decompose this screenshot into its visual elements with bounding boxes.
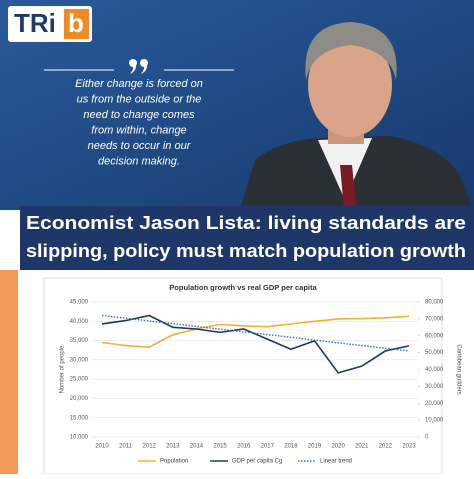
y2-tick-label: 0 <box>425 435 429 441</box>
y2-tick-label: 80,000 <box>425 300 444 306</box>
legend-label: Linear trend <box>320 459 352 465</box>
x-tick-label: 2021 <box>355 444 369 450</box>
logo-accent: b <box>68 8 84 38</box>
y-tick-label: 15,000 <box>70 415 89 421</box>
y2-tick-label: 40,000 <box>425 367 444 373</box>
series-line <box>101 314 410 352</box>
quote-line: from within, change <box>91 124 186 136</box>
quote-line: needs to occur in our <box>88 140 192 152</box>
legend-label: Population <box>160 459 188 465</box>
x-tick-label: 2011 <box>119 444 133 450</box>
headline-line: Economist Jason Lista: living standards … <box>26 212 466 233</box>
y2-tick-label: 20,000 <box>425 401 444 407</box>
y2-axis-label: Caribbean guilders <box>455 344 461 394</box>
x-tick-label: 2013 <box>166 444 180 450</box>
y-tick-label: 25,000 <box>70 377 89 383</box>
headline-line: slipping, policy must match population g… <box>26 240 466 261</box>
chart-frame <box>43 277 443 475</box>
legend-label: GDP per capita Cg <box>232 459 282 465</box>
y2-tick-label: 50,000 <box>425 350 444 356</box>
x-tick-label: 2014 <box>190 444 204 450</box>
x-tick-label: 2017 <box>261 444 275 450</box>
quote-line: decision making. <box>98 155 180 167</box>
x-tick-label: 2020 <box>331 444 345 450</box>
y-tick-label: 10,000 <box>70 435 89 441</box>
x-tick-label: 2019 <box>308 444 322 450</box>
y2-tick-label: 60,000 <box>425 333 444 339</box>
headline-background <box>20 206 474 270</box>
x-tick-label: 2015 <box>213 444 227 450</box>
y-tick-label: 45,000 <box>70 300 89 306</box>
portrait <box>240 22 474 210</box>
logo-text: TRi <box>14 8 56 38</box>
y-tick-label: 30,000 <box>70 357 89 363</box>
quote-line: us from the outside or the <box>77 93 202 105</box>
logo-accent-box <box>64 9 89 39</box>
y2-tick-label: 30,000 <box>425 384 444 390</box>
series-line <box>101 314 410 374</box>
accent-strip <box>0 270 18 474</box>
series-line <box>101 315 410 348</box>
x-tick-label: 2010 <box>95 444 109 450</box>
x-tick-label: 2016 <box>237 444 251 450</box>
y-tick-label: 35,000 <box>70 338 89 344</box>
chart-title: Population growth vs real GDP per capita <box>169 283 317 292</box>
y2-tick-label: 10,000 <box>425 418 444 424</box>
x-tick-label: 2018 <box>284 444 298 450</box>
y2-tick-label: 70,000 <box>425 316 444 322</box>
x-tick-label: 2012 <box>143 444 157 450</box>
x-tick-label: 2023 <box>402 444 416 450</box>
quote-mark <box>129 59 148 74</box>
quote-line: need to change comes <box>83 109 195 121</box>
quote-line: Either change is forced on <box>75 78 203 90</box>
y-tick-label: 40,000 <box>70 319 89 325</box>
y-tick-label: 20,000 <box>70 396 89 402</box>
x-tick-label: 2022 <box>379 444 393 450</box>
y-axis-label: Number of people <box>60 345 66 393</box>
